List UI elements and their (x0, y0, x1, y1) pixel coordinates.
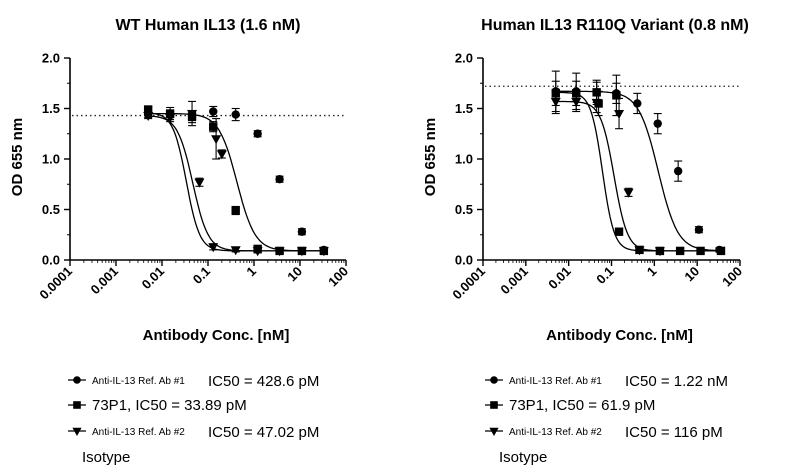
y-tick-label: 1.5 (42, 101, 60, 116)
x-tick-label: 0.01 (139, 264, 168, 293)
chart-panel-2: Human IL13 R110Q Variant (0.8 nM) 0.0 0.5 1… (422, 17, 749, 466)
legend-label: Anti-IL-13 Ref. Ab #2 (509, 427, 602, 438)
legend-label: Anti-IL-13 Ref. Ab #1 (509, 376, 602, 387)
y-tick-label: 0.5 (455, 202, 473, 217)
x-tick-label: 100 (719, 264, 745, 290)
legend-label: Isotype (82, 449, 130, 466)
data-point (165, 113, 176, 123)
y-tick-label: 0.0 (455, 253, 473, 268)
data-point (550, 97, 561, 107)
data-point (216, 150, 227, 160)
data-point (591, 98, 602, 108)
x-tick-label: 0.0001 (36, 264, 75, 303)
legend-marker (72, 427, 82, 436)
data-point (296, 247, 307, 257)
data-point (673, 166, 683, 176)
y-tick-label: 2.0 (42, 51, 60, 66)
y-tick-label: 1.0 (42, 152, 60, 167)
data-point (612, 91, 621, 100)
data-point (653, 119, 662, 128)
data-point (694, 225, 704, 234)
x-tick-label: 0.01 (545, 264, 574, 293)
legend-label: Anti-IL-13 Ref. Ab #2 (92, 427, 185, 438)
y-tick-label: 1.0 (455, 152, 473, 167)
data-point (231, 110, 240, 119)
legend-label: Isotype (499, 449, 547, 466)
y-tick-label: 0.0 (42, 253, 60, 268)
x-axis-title: Antibody Conc. [nM] (143, 327, 290, 344)
series-triangle-down (143, 100, 329, 257)
chart-panel-1: WT Human IL13 (1.6 nM) 0.0 0.5 1.0 1.5 2.0 0.0… (9, 17, 351, 466)
x-tick-label: 0.001 (88, 264, 122, 298)
legend-ic50: IC50 = 47.02 pM (208, 424, 319, 441)
legend-ic50: , IC50 = 33.89 pM (127, 397, 247, 414)
x-tick-label: 0.001 (497, 264, 531, 298)
data-point (194, 178, 205, 188)
series-circle (143, 105, 329, 255)
y-axis-title: OD 655 nm (422, 118, 439, 196)
x-tick-label: 1 (644, 264, 660, 280)
x-axis-title: Antibody Conc. [nM] (546, 327, 693, 344)
legend-label: Anti-IL-13 Ref. Ab #1 (92, 376, 185, 387)
data-point (297, 227, 307, 236)
x-tick-label: 10 (681, 264, 702, 285)
legend-marker (73, 401, 81, 409)
legend-label: 73P1 (509, 397, 544, 414)
legend-marker (489, 427, 499, 436)
x-tick-label: 100 (325, 264, 351, 290)
chart-title: Human IL13 R110Q Variant (0.8 nM) (481, 17, 749, 34)
data-point (209, 122, 218, 131)
legend: Anti-IL-13 Ref. Ab #1 IC50 = 428.6 pM 73P1… (68, 373, 319, 466)
legend-ic50: , IC50 = 61.9 pM (544, 397, 655, 414)
data-point (571, 97, 582, 107)
data-point (274, 247, 285, 257)
chart-title: WT Human IL13 (1.6 nM) (116, 17, 301, 34)
x-tick-label: 0.1 (190, 264, 213, 287)
data-point (318, 247, 329, 257)
legend-ic50: IC50 = 1.22 nM (625, 373, 728, 390)
data-point (654, 247, 665, 257)
data-point (231, 206, 240, 215)
data-point (275, 175, 284, 184)
data-point (253, 129, 262, 138)
data-point (252, 247, 263, 257)
legend-ic50: IC50 = 428.6 pM (208, 373, 319, 390)
x-tick-label: 0.1 (593, 264, 616, 287)
data-point (143, 111, 154, 121)
x-tick-label: 0.0001 (449, 264, 488, 303)
legend-marker (73, 376, 81, 384)
legend-label: 73P1 (92, 397, 127, 414)
legend-marker (490, 401, 498, 409)
y-axis-title: OD 655 nm (9, 118, 26, 196)
data-point (187, 109, 198, 119)
series-triangle-down (550, 88, 722, 257)
data-point (143, 105, 153, 114)
y-tick-label: 1.5 (455, 101, 473, 116)
x-tick-label: 1 (243, 264, 259, 280)
y-tick-label: 2.0 (455, 51, 473, 66)
y-tick-label: 0.5 (42, 202, 60, 217)
legend-ic50: IC50 = 116 pM (625, 424, 723, 441)
legend-marker (490, 376, 498, 384)
data-point (230, 246, 241, 256)
data-point (614, 227, 624, 236)
data-point (633, 99, 642, 108)
data-point (208, 243, 219, 253)
data-point (634, 246, 645, 256)
legend: Anti-IL-13 Ref. Ab #1 IC50 = 1.22 nM 73P1,… (485, 373, 728, 466)
data-point (623, 188, 634, 198)
data-point (209, 107, 218, 116)
data-point (614, 109, 625, 119)
x-tick-label: 10 (284, 264, 305, 285)
data-point (211, 135, 222, 145)
